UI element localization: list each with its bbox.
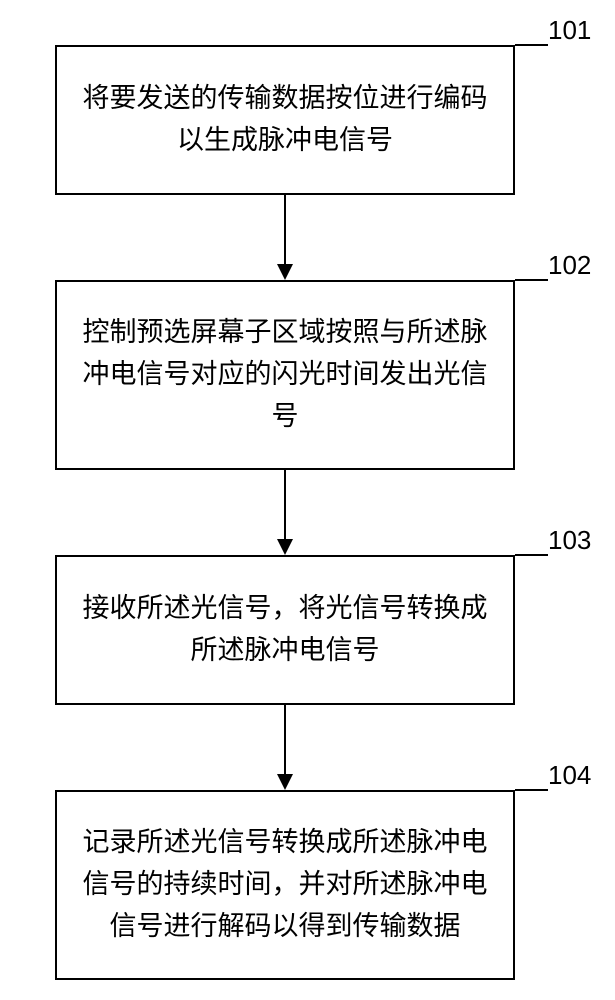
lead-line-4	[515, 789, 548, 791]
arrow-2-3-head	[277, 539, 293, 555]
step-text-1: 将要发送的传输数据按位进行编码以生成脉冲电信号	[77, 78, 493, 162]
lead-line-1	[515, 44, 548, 46]
flowchart-canvas: 将要发送的传输数据按位进行编码以生成脉冲电信号 101 控制预选屏幕子区域按照与…	[0, 0, 615, 1000]
lead-line-2	[515, 279, 548, 281]
arrow-1-2-head	[277, 264, 293, 280]
arrow-1-2-line	[284, 195, 286, 264]
step-box-1: 将要发送的传输数据按位进行编码以生成脉冲电信号	[55, 45, 515, 195]
arrow-3-4-head	[277, 774, 293, 790]
step-label-3: 103	[548, 525, 591, 556]
arrow-2-3-line	[284, 470, 286, 539]
step-label-4: 104	[548, 760, 591, 791]
step-box-3: 接收所述光信号，将光信号转换成所述脉冲电信号	[55, 555, 515, 705]
step-text-2: 控制预选屏幕子区域按照与所述脉冲电信号对应的闪光时间发出光信号	[77, 312, 493, 438]
step-box-2: 控制预选屏幕子区域按照与所述脉冲电信号对应的闪光时间发出光信号	[55, 280, 515, 470]
arrow-3-4-line	[284, 705, 286, 774]
lead-line-3	[515, 554, 548, 556]
step-box-4: 记录所述光信号转换成所述脉冲电信号的持续时间，并对所述脉冲电信号进行解码以得到传…	[55, 790, 515, 980]
step-text-4: 记录所述光信号转换成所述脉冲电信号的持续时间，并对所述脉冲电信号进行解码以得到传…	[77, 822, 493, 948]
step-label-2: 102	[548, 250, 591, 281]
step-label-1: 101	[548, 15, 591, 46]
step-text-3: 接收所述光信号，将光信号转换成所述脉冲电信号	[77, 588, 493, 672]
